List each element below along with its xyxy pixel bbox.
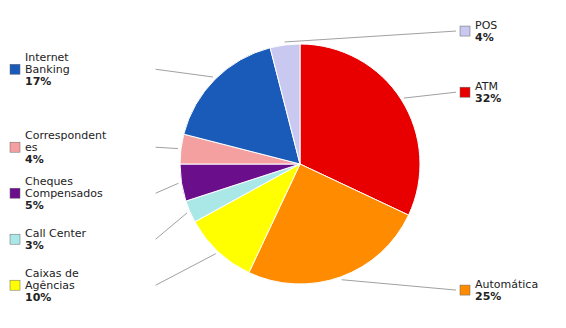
slice-label: Automática25% (460, 278, 538, 303)
leader-line (404, 92, 456, 98)
slice-label: ATM32% (460, 80, 501, 105)
value-label: 4% (25, 153, 44, 166)
leader-line (156, 183, 179, 193)
leader-line (156, 213, 187, 239)
value-label: 25% (475, 290, 501, 303)
leader-line (156, 254, 216, 286)
value-label: 10% (25, 291, 51, 304)
legend-swatch (460, 285, 470, 295)
legend-swatch (10, 280, 20, 290)
legend-swatch (460, 26, 470, 36)
leader-line (342, 280, 456, 290)
pie (180, 44, 420, 284)
category-label: InternetBanking (25, 51, 70, 76)
value-label: 4% (475, 31, 494, 44)
leader-lines (156, 31, 456, 290)
value-label: 5% (25, 199, 44, 212)
slice-label: ChequesCompensados5% (10, 175, 103, 212)
slice-label: Correspondentes4% (10, 129, 107, 166)
pie-slice (270, 44, 300, 164)
legend-swatch (460, 87, 470, 97)
legend-swatch (10, 64, 20, 74)
legend-swatch (10, 234, 20, 244)
value-label: 3% (25, 239, 44, 252)
chart: InternetBanking17%Correspondentes4%Chequ… (0, 0, 566, 328)
pie-slice (180, 164, 300, 201)
labels: InternetBanking17%Correspondentes4%Chequ… (10, 19, 538, 304)
slice-label: InternetBanking17% (10, 51, 70, 88)
legend-swatch (10, 142, 20, 152)
category-label: Correspondentes (25, 129, 107, 154)
legend-swatch (10, 188, 20, 198)
leader-line (156, 147, 178, 148)
slice-label: Caixas deAgências10% (10, 267, 79, 304)
slice-label: POS4% (460, 19, 497, 44)
category-label: ChequesCompensados (25, 175, 103, 200)
slice-label: Call Center3% (10, 227, 87, 252)
leader-line (285, 31, 456, 42)
value-label: 17% (25, 75, 51, 88)
leader-line (156, 69, 213, 77)
category-label: Caixas deAgências (25, 267, 79, 292)
value-label: 32% (475, 92, 501, 105)
